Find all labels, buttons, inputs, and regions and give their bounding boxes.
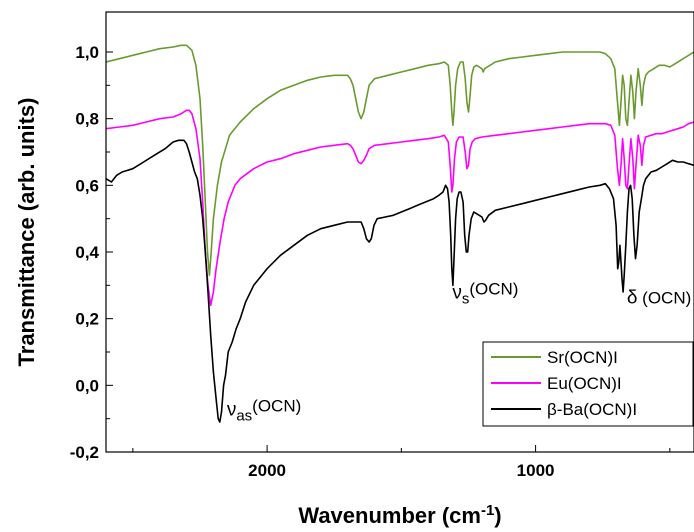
peak-annotation-0: νas(OCN): [227, 396, 301, 424]
legend-label-sr: Sr(OCN)I: [547, 348, 618, 367]
y-tick-label: 1,0: [75, 43, 99, 62]
y-axis-title: Transmittance (arb. units): [14, 98, 39, 367]
x-axis-title: Wavenumber (cm-1): [298, 502, 501, 528]
y-tick-label: 0,4: [75, 243, 99, 262]
y-tick-label: -0,2: [70, 443, 99, 462]
series-line-1: [105, 109, 694, 307]
y-tick-label: 0,6: [75, 176, 99, 195]
x-axis-title-end: ): [494, 503, 501, 528]
x-tick-label: 2000: [248, 461, 286, 480]
legend-label-ba: β-Ba(OCN)I: [547, 400, 637, 419]
legend: Sr(OCN)I Eu(OCN)I β-Ba(OCN)I: [482, 341, 694, 427]
y-tick-label: 0,0: [75, 376, 99, 395]
plot-frame: [105, 11, 694, 453]
series-line-2: [105, 139, 694, 423]
x-tick-label: 1000: [517, 461, 555, 480]
ticks-layer: -0,2 0,0 0,2 0,4 0,6 0,8 1,0 2000 1000: [70, 43, 671, 480]
x-axis-title-sup: -1: [481, 502, 494, 519]
series-line-0: [105, 44, 694, 277]
peak-annotation-2: δ (OCN): [627, 288, 691, 309]
y-tick-label: 0,2: [75, 310, 99, 329]
annotation-layer: νas(OCN) νs(OCN) δ (OCN): [227, 280, 691, 425]
series-layer: [105, 44, 694, 423]
peak-annotation-1: νs(OCN): [452, 280, 518, 308]
y-tick-label: 0,8: [75, 110, 99, 129]
legend-label-eu: Eu(OCN)I: [547, 374, 622, 393]
x-axis-title-main: Wavenumber (cm: [298, 503, 481, 528]
